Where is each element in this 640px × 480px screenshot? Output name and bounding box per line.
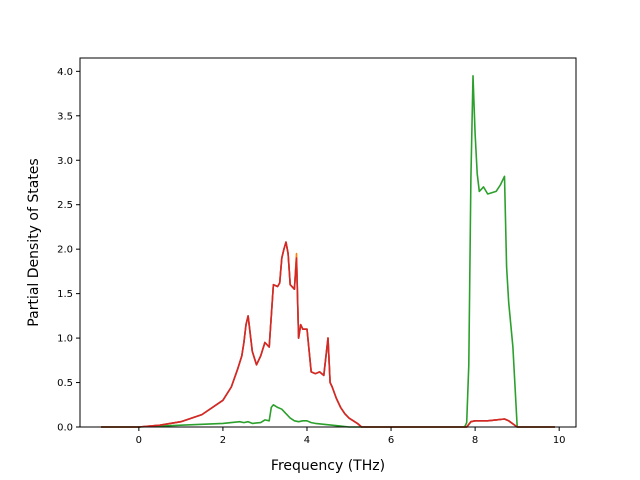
y-tick-label: 4.0 <box>57 67 73 78</box>
x-tick-label: 0 <box>136 435 142 446</box>
y-tick-label: 3.5 <box>57 111 73 122</box>
y-tick-label: 3.0 <box>57 156 73 167</box>
x-tick-label: 10 <box>553 435 566 446</box>
y-tick-label: 1.0 <box>57 334 73 345</box>
y-tick-label: 0.0 <box>57 423 73 434</box>
series-line-3 <box>101 75 555 428</box>
y-tick-label: 1.5 <box>57 289 73 300</box>
y-tick-label: 2.5 <box>57 200 73 211</box>
x-tick-label: 8 <box>472 435 478 446</box>
y-axis-label: Partial Density of States <box>26 158 42 326</box>
y-tick-label: 0.5 <box>57 378 73 389</box>
y-axis: 0.0 0.5 1.0 1.5 2.0 2.5 3.0 3.5 4.0 <box>57 67 80 434</box>
x-tick-label: 6 <box>388 435 394 446</box>
x-tick-label: 2 <box>220 435 226 446</box>
x-axis-label: Frequency (THz) <box>271 458 385 474</box>
y-tick-label: 2.0 <box>57 245 73 256</box>
x-axis: 0 2 4 6 8 10 <box>136 427 566 446</box>
plot-frame <box>79 57 577 428</box>
x-tick-label: 4 <box>304 435 310 446</box>
